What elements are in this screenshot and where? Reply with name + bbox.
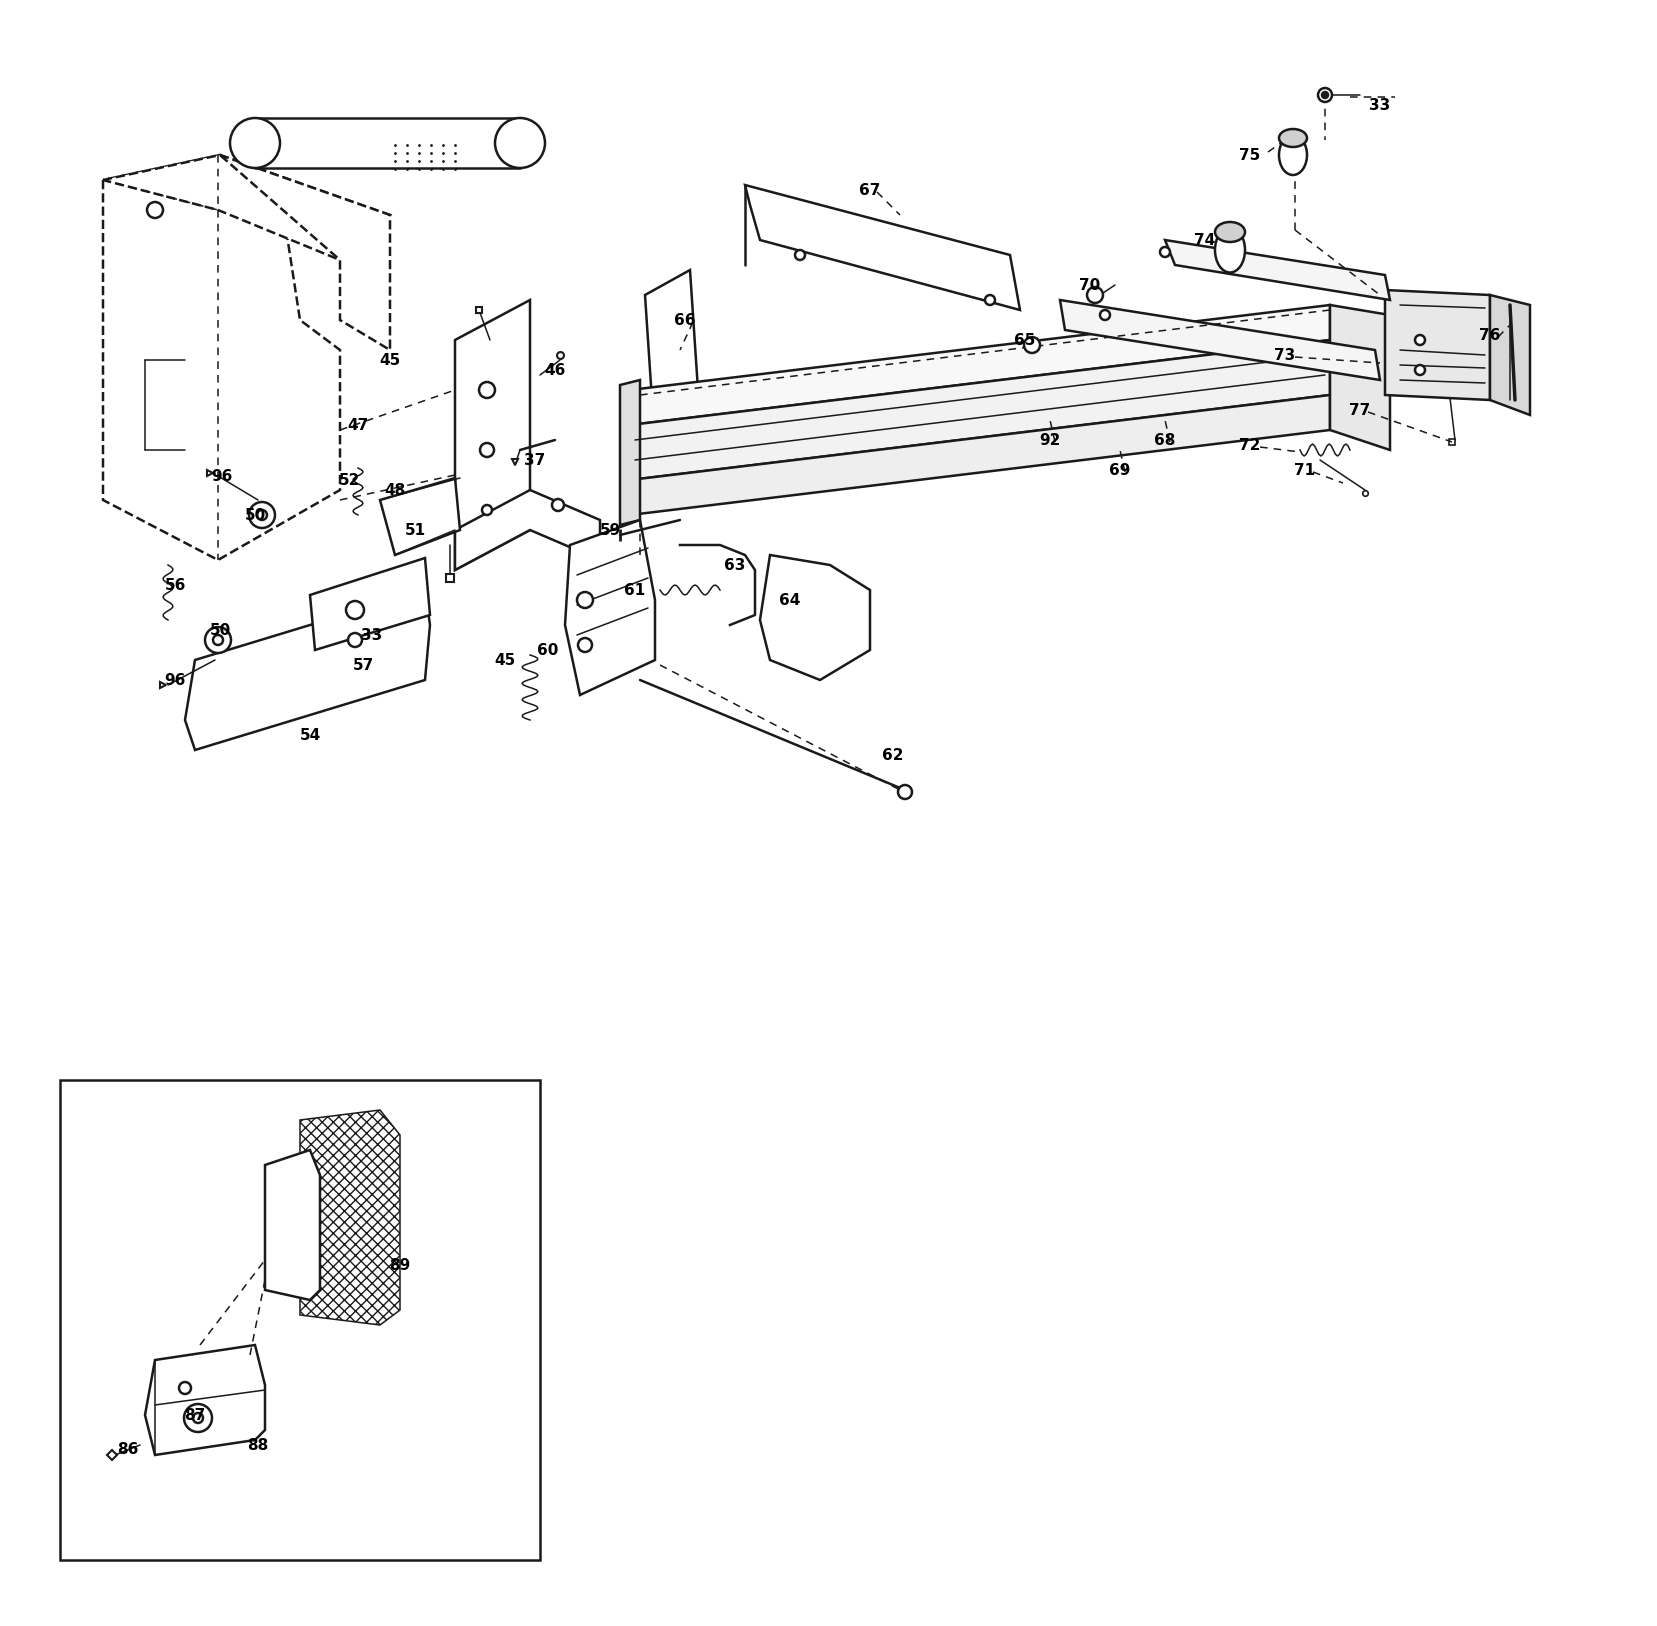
Text: 69: 69 (1109, 462, 1130, 478)
Text: 67: 67 (860, 182, 880, 197)
Polygon shape (630, 395, 1331, 515)
Text: 96: 96 (212, 468, 232, 483)
Circle shape (1415, 364, 1425, 376)
Circle shape (1160, 247, 1170, 257)
Text: 33: 33 (1369, 98, 1390, 112)
Ellipse shape (1279, 128, 1307, 146)
Circle shape (482, 506, 492, 515)
Text: 59: 59 (600, 522, 621, 538)
Polygon shape (186, 590, 431, 750)
Text: 50: 50 (244, 507, 265, 522)
Text: 45: 45 (494, 652, 515, 668)
Text: 72: 72 (1239, 437, 1261, 452)
Circle shape (346, 602, 365, 620)
Polygon shape (379, 478, 461, 554)
Ellipse shape (495, 119, 545, 167)
Text: 51: 51 (404, 522, 426, 538)
Text: 65: 65 (1014, 332, 1036, 348)
Circle shape (179, 1382, 191, 1393)
Text: 96: 96 (164, 673, 186, 688)
Text: 61: 61 (625, 582, 646, 597)
Text: 47: 47 (348, 418, 368, 433)
Circle shape (147, 202, 162, 218)
Circle shape (192, 1413, 204, 1423)
Polygon shape (630, 340, 1331, 480)
Polygon shape (103, 154, 340, 559)
Polygon shape (565, 520, 655, 694)
Ellipse shape (230, 119, 280, 167)
Polygon shape (1060, 301, 1380, 380)
Text: 62: 62 (882, 748, 903, 763)
Text: 92: 92 (1039, 433, 1060, 447)
Circle shape (479, 382, 495, 398)
Polygon shape (620, 380, 640, 525)
Text: 88: 88 (247, 1437, 268, 1452)
Text: 70: 70 (1079, 278, 1100, 293)
Polygon shape (310, 558, 431, 650)
Circle shape (1317, 88, 1332, 102)
Circle shape (1087, 288, 1104, 302)
Circle shape (1100, 311, 1110, 320)
Circle shape (214, 636, 224, 646)
Polygon shape (265, 1150, 320, 1301)
Text: 57: 57 (353, 657, 373, 673)
Text: 87: 87 (184, 1408, 205, 1423)
Circle shape (1322, 93, 1327, 98)
Text: 75: 75 (1239, 148, 1261, 163)
Circle shape (1415, 335, 1425, 345)
Text: 46: 46 (543, 363, 565, 377)
Circle shape (984, 294, 994, 306)
Text: 77: 77 (1349, 403, 1370, 418)
Circle shape (795, 250, 805, 260)
Text: 86: 86 (118, 1442, 139, 1457)
Circle shape (578, 637, 592, 652)
Circle shape (249, 502, 275, 528)
Circle shape (184, 1403, 212, 1433)
Polygon shape (1385, 289, 1490, 400)
Polygon shape (103, 154, 389, 260)
Text: 64: 64 (779, 592, 800, 608)
Text: 50: 50 (209, 623, 230, 637)
Text: 56: 56 (164, 577, 186, 592)
Polygon shape (630, 306, 1331, 424)
Ellipse shape (1215, 228, 1244, 273)
Circle shape (577, 592, 593, 608)
Text: 63: 63 (724, 558, 746, 572)
Polygon shape (761, 554, 870, 680)
Polygon shape (1331, 306, 1390, 450)
Text: 52: 52 (340, 473, 361, 488)
Text: 74: 74 (1195, 233, 1216, 247)
Text: 54: 54 (300, 727, 320, 743)
Polygon shape (1165, 241, 1390, 301)
Polygon shape (456, 301, 530, 571)
Text: 68: 68 (1155, 433, 1176, 447)
Polygon shape (746, 185, 1021, 311)
Circle shape (257, 511, 267, 520)
Circle shape (552, 499, 563, 511)
Text: 33: 33 (361, 628, 383, 642)
Text: 48: 48 (384, 483, 406, 498)
Text: 76: 76 (1480, 327, 1501, 343)
Bar (60, 1080, 540, 1559)
Circle shape (205, 628, 230, 654)
Polygon shape (456, 489, 600, 571)
Polygon shape (220, 154, 389, 350)
Circle shape (348, 633, 361, 647)
Circle shape (481, 442, 494, 457)
Text: 37: 37 (524, 452, 545, 468)
Text: 89: 89 (389, 1257, 411, 1273)
Ellipse shape (1279, 135, 1307, 176)
Polygon shape (1490, 294, 1529, 415)
Circle shape (898, 785, 911, 798)
Polygon shape (645, 270, 699, 446)
Text: 66: 66 (674, 312, 696, 327)
Polygon shape (146, 1345, 265, 1455)
Ellipse shape (1215, 223, 1244, 242)
Circle shape (1024, 337, 1041, 353)
Text: 60: 60 (537, 642, 558, 657)
Text: 73: 73 (1274, 348, 1296, 363)
Text: 71: 71 (1294, 462, 1316, 478)
Text: 45: 45 (379, 353, 401, 367)
